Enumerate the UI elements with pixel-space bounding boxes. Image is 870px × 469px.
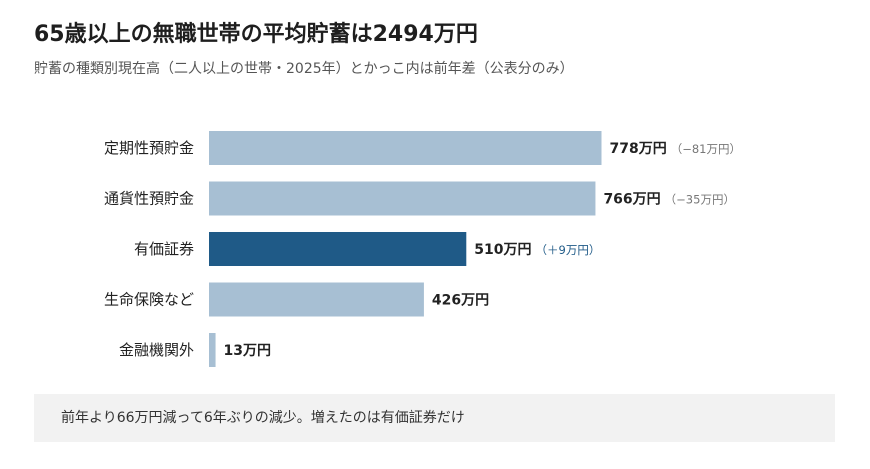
footnote-box: 前年より66万円減って6年ぶりの減少。増えたのは有価証券だけ — [34, 394, 835, 442]
bar-chart: 定期性預貯金 778万円 （−81万円） 通貨性預貯金 766万円 （−35万円） 有価証券… — [104, 131, 742, 367]
bar — [209, 232, 467, 266]
bar — [209, 131, 602, 165]
bar — [209, 333, 216, 367]
value-text: 778万円 — [610, 141, 667, 157]
category-label: 通貨性預貯金 — [104, 190, 194, 208]
bar — [209, 282, 424, 317]
category-label: 金融機関外 — [119, 341, 194, 359]
value-text: 510万円 — [474, 242, 531, 258]
value-label: 426万円 — [432, 293, 489, 309]
value-text: 766万円 — [603, 192, 660, 208]
change-label: （＋9万円） — [536, 243, 601, 257]
category-label: 定期性預貯金 — [104, 139, 194, 157]
value-label: 510万円 （＋9万円） — [474, 242, 600, 258]
bar — [209, 181, 596, 216]
value-label: 766万円 （−35万円） — [603, 192, 735, 208]
value-label: 13万円 — [224, 343, 271, 359]
category-label: 有価証券 — [134, 240, 194, 258]
value-text: 13万円 — [224, 343, 271, 359]
category-label: 生命保険など — [104, 291, 194, 309]
change-label: （−81万円） — [671, 142, 741, 156]
chart-title: 65歳以上の無職世帯の平均貯蓄は2494万円 — [34, 22, 478, 47]
change-label: （−35万円） — [665, 193, 735, 207]
chart-subtitle: 貯蓄の種類別現在高（二人以上の世帯・2025年）とかっこ内は前年差（公表分のみ） — [34, 61, 574, 77]
value-label: 778万円 （−81万円） — [610, 141, 742, 157]
footnote-text: 前年より66万円減って6年ぶりの減少。増えたのは有価証券だけ — [61, 410, 465, 426]
value-text: 426万円 — [432, 293, 489, 309]
